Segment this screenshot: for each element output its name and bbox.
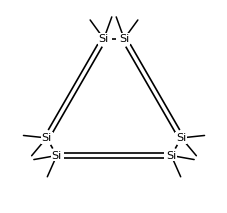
Text: Si: Si: [175, 133, 186, 143]
Text: Si: Si: [165, 151, 175, 161]
Text: Si: Si: [41, 133, 52, 143]
Text: Si: Si: [98, 34, 109, 44]
Text: Si: Si: [52, 151, 62, 161]
Text: Si: Si: [118, 34, 129, 44]
